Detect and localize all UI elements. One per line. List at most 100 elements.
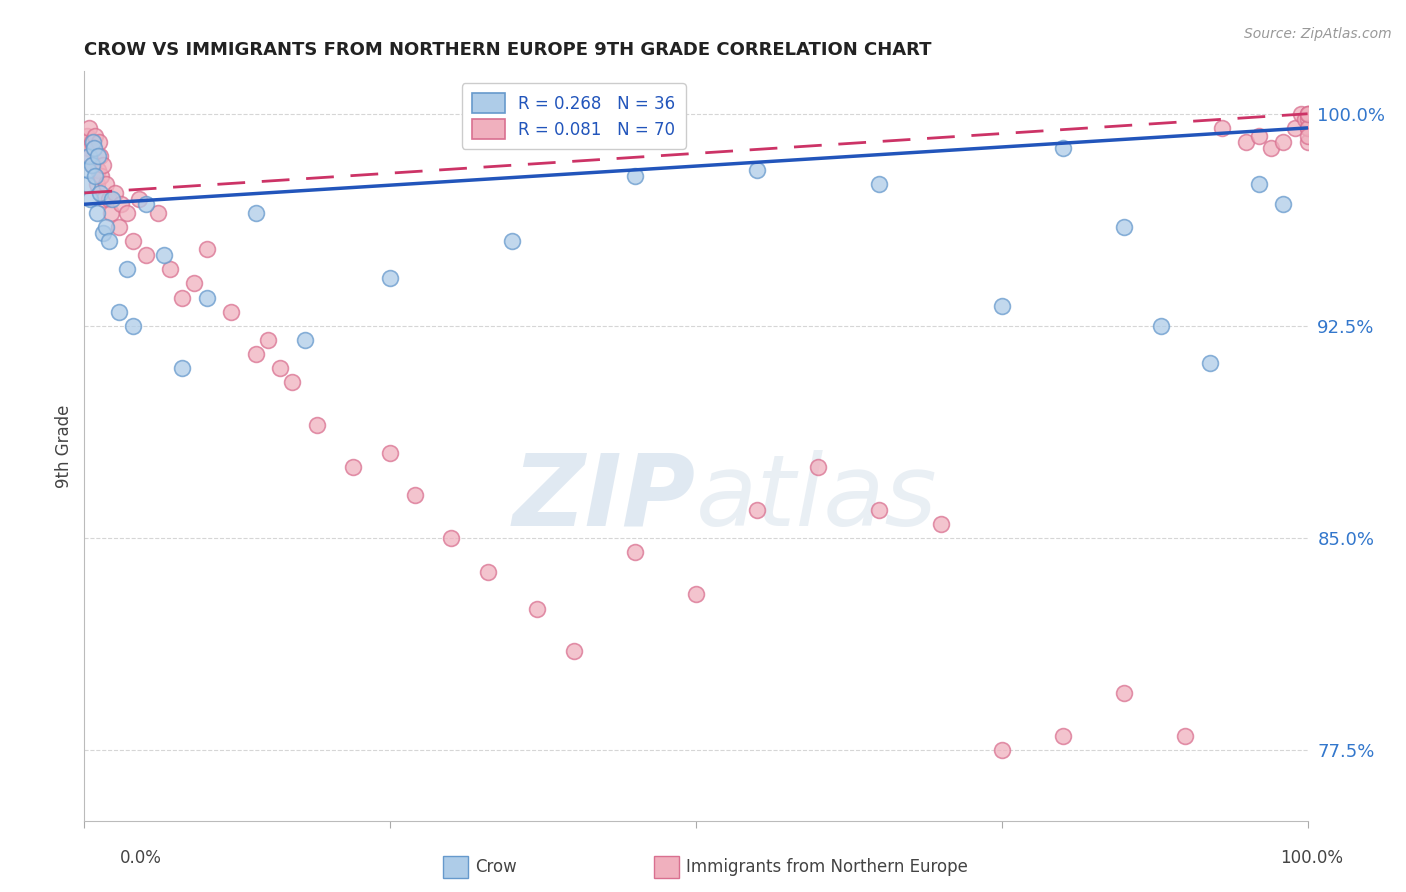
Point [87, 149, 110, 163]
Point [101, 192, 124, 206]
Point [747, 502, 769, 516]
Point [869, 502, 891, 516]
Point [624, 545, 647, 559]
Point [91, 158, 114, 172]
Point [87, 163, 110, 178]
Point [1247, 129, 1270, 144]
Point [96, 219, 118, 234]
Point [86, 205, 108, 219]
Point [97, 234, 120, 248]
Point [1272, 135, 1295, 149]
Point [380, 446, 402, 460]
Point [1211, 120, 1233, 135]
Point [87, 135, 110, 149]
Point [1052, 141, 1074, 155]
Point [110, 197, 132, 211]
Point [477, 565, 499, 579]
Point [342, 460, 364, 475]
Point [440, 531, 463, 545]
Point [294, 333, 316, 347]
Text: Immigrants from Northern Europe: Immigrants from Northern Europe [686, 858, 967, 876]
Point [195, 243, 218, 257]
Point [1296, 129, 1319, 144]
Point [83, 141, 105, 155]
Legend: R = 0.268   N = 36, R = 0.081   N = 70: R = 0.268 N = 36, R = 0.081 N = 70 [461, 84, 686, 149]
Point [245, 347, 267, 361]
Point [86, 178, 108, 192]
Point [1296, 107, 1319, 121]
Y-axis label: 9th Grade: 9th Grade [55, 404, 73, 488]
Point [1296, 112, 1319, 127]
Point [159, 262, 181, 277]
Point [380, 270, 402, 285]
Point [869, 178, 891, 192]
Point [79, 192, 101, 206]
Point [82, 135, 104, 149]
Point [77, 149, 100, 163]
Point [526, 601, 548, 615]
Point [91, 226, 114, 240]
Point [80, 135, 103, 149]
Text: Crow: Crow [475, 858, 517, 876]
Point [1236, 135, 1258, 149]
Point [76, 178, 98, 192]
Point [80, 158, 103, 172]
Text: atlas: atlas [696, 450, 938, 547]
Point [107, 219, 129, 234]
Point [1247, 178, 1270, 192]
Point [77, 163, 100, 178]
Point [1296, 120, 1319, 135]
Point [1296, 135, 1319, 149]
Point [122, 234, 145, 248]
Point [172, 361, 194, 376]
Point [502, 234, 524, 248]
Point [153, 248, 176, 262]
Point [84, 169, 107, 183]
Text: CROW VS IMMIGRANTS FROM NORTHERN EUROPE 9TH GRADE CORRELATION CHART: CROW VS IMMIGRANTS FROM NORTHERN EUROPE … [84, 41, 932, 59]
Point [807, 460, 830, 475]
Point [991, 299, 1014, 313]
Point [562, 644, 585, 658]
Point [104, 186, 127, 200]
Point [1296, 107, 1319, 121]
Point [1150, 318, 1173, 333]
Point [685, 587, 707, 601]
Point [1052, 729, 1074, 743]
Point [89, 186, 111, 200]
Point [77, 120, 100, 135]
Point [1296, 107, 1319, 121]
Point [245, 205, 267, 219]
Point [115, 262, 138, 277]
Point [1294, 112, 1316, 127]
Text: Source: ZipAtlas.com: Source: ZipAtlas.com [1244, 27, 1392, 41]
Point [269, 361, 291, 376]
Point [305, 417, 328, 432]
Point [135, 197, 157, 211]
Point [82, 158, 104, 172]
Point [1284, 120, 1306, 135]
Point [84, 129, 107, 144]
Point [991, 743, 1014, 757]
Point [172, 291, 194, 305]
Point [624, 169, 647, 183]
Point [107, 304, 129, 318]
Point [195, 291, 218, 305]
Point [747, 163, 769, 178]
Point [929, 516, 952, 531]
Point [281, 376, 304, 390]
Text: 100.0%: 100.0% [1279, 849, 1343, 867]
Point [77, 141, 100, 155]
Point [1272, 197, 1295, 211]
Point [1198, 355, 1220, 369]
Point [257, 333, 280, 347]
Point [1296, 120, 1319, 135]
Point [100, 205, 122, 219]
Point [183, 277, 205, 291]
Point [1114, 219, 1136, 234]
Point [79, 149, 101, 163]
Point [1114, 686, 1136, 700]
Point [75, 135, 97, 149]
Point [1291, 107, 1313, 121]
Point [1174, 729, 1197, 743]
Point [135, 248, 157, 262]
